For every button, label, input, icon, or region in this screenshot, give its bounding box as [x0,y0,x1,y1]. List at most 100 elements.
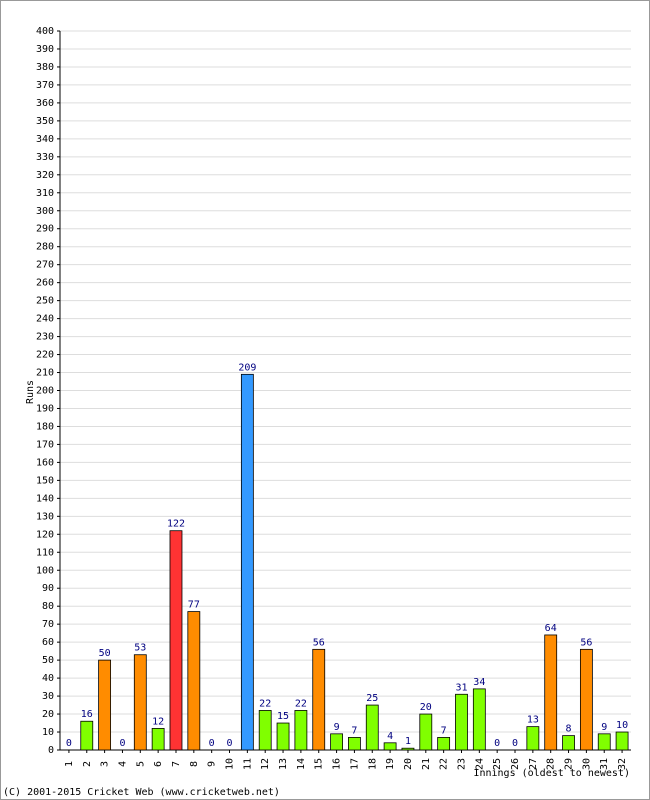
bar [579,648,593,751]
bar [330,733,343,751]
value-label: 25 [366,693,378,704]
bar [133,654,147,751]
value-label: 34 [473,677,485,688]
bar [455,693,468,751]
y-tick-label: 100 [36,565,54,576]
value-label: 1 [405,736,411,747]
bar [151,728,165,751]
y-tick-label: 30 [42,691,54,702]
bar [437,737,451,751]
y-tick-label: 260 [36,278,54,289]
y-tick-label: 70 [42,619,54,630]
y-tick-label: 280 [36,242,54,253]
bar [419,713,433,751]
x-tick-label: 25 [492,758,503,770]
y-tick-label: 90 [42,583,54,594]
value-label: 12 [152,716,164,727]
value-label: 7 [351,725,357,736]
x-tick-label: 17 [349,758,360,770]
x-tick-label: 31 [599,758,610,770]
x-tick-label: 32 [617,758,628,770]
value-label: 15 [277,711,289,722]
y-tick-label: 60 [42,637,54,648]
bar [401,747,415,751]
value-label: 77 [188,600,200,611]
bar [169,530,183,751]
x-tick-label: 7 [171,761,182,767]
y-tick-label: 290 [36,224,54,235]
y-tick-label: 250 [36,296,54,307]
bar [348,737,361,751]
y-tick-label: 160 [36,457,54,468]
y-tick-label: 270 [36,260,54,271]
value-label: 22 [259,698,271,709]
bar [526,726,540,751]
value-label: 56 [580,637,592,648]
y-tick-label: 40 [42,673,54,684]
x-tick-label: 9 [207,761,218,767]
bar [187,611,201,751]
x-tick-label: 12 [260,758,271,770]
value-label: 4 [387,731,393,742]
value-label: 16 [81,709,93,720]
x-tick-label: 29 [564,758,575,770]
y-tick-label: 20 [42,709,54,720]
y-tick-label: 120 [36,529,54,540]
x-tick-label: 11 [242,758,253,770]
y-tick-label: 10 [42,727,54,738]
y-tick-label: 310 [36,188,54,199]
bar [258,710,272,751]
bar [544,634,558,751]
value-label: 53 [134,643,146,654]
footer: (C) 2001-2015 Cricket Web (www.cricketwe… [3,787,280,798]
y-tick-label: 0 [48,745,54,756]
bar [276,722,290,751]
y-tick-label: 390 [36,44,54,55]
y-tick-label: 180 [36,421,54,432]
x-tick-label: 27 [528,758,539,770]
x-tick-label: 14 [296,758,307,770]
x-tick-label: 22 [439,758,450,770]
y-tick-label: 130 [36,511,54,522]
y-tick-label: 140 [36,493,54,504]
y-tick-label: 150 [36,475,54,486]
x-tick-label: 24 [474,758,485,770]
x-tick-label: 5 [135,761,146,767]
y-tick-label: 330 [36,152,54,163]
value-label: 20 [420,702,432,713]
x-tick-label: 3 [100,761,111,767]
value-label: 0 [494,738,500,749]
x-tick-label: 6 [153,761,164,767]
value-label: 9 [601,722,607,733]
y-tick-label: 320 [36,170,54,181]
y-tick-label: 400 [36,26,54,37]
value-label: 64 [545,623,557,634]
x-tick-label: 30 [581,758,592,770]
y-tick-label: 350 [36,116,54,127]
x-tick-label: 16 [332,758,343,770]
x-tick-label: 26 [510,758,521,770]
bar [312,648,326,751]
y-tick-label: 190 [36,403,54,414]
y-tick-label: 200 [36,386,54,397]
value-label: 8 [566,724,572,735]
y-tick-label: 360 [36,98,54,109]
value-label: 209 [238,362,256,373]
bar [615,731,629,751]
x-tick-label: 2 [82,761,93,767]
y-tick-label: 210 [36,368,54,379]
value-label: 10 [616,720,628,731]
x-tick-label: 21 [421,758,432,770]
bar [383,742,397,751]
value-label: 22 [295,698,307,709]
bar [365,704,379,751]
x-axis-label: Innings (oldest to newest) [473,768,630,779]
x-tick-label: 23 [456,758,467,770]
x-tick-label: 4 [117,761,128,767]
value-label: 13 [527,715,539,726]
y-tick-label: 340 [36,134,54,145]
value-label: 56 [313,637,325,648]
x-tick-label: 8 [189,761,200,767]
x-tick-label: 28 [546,758,557,770]
